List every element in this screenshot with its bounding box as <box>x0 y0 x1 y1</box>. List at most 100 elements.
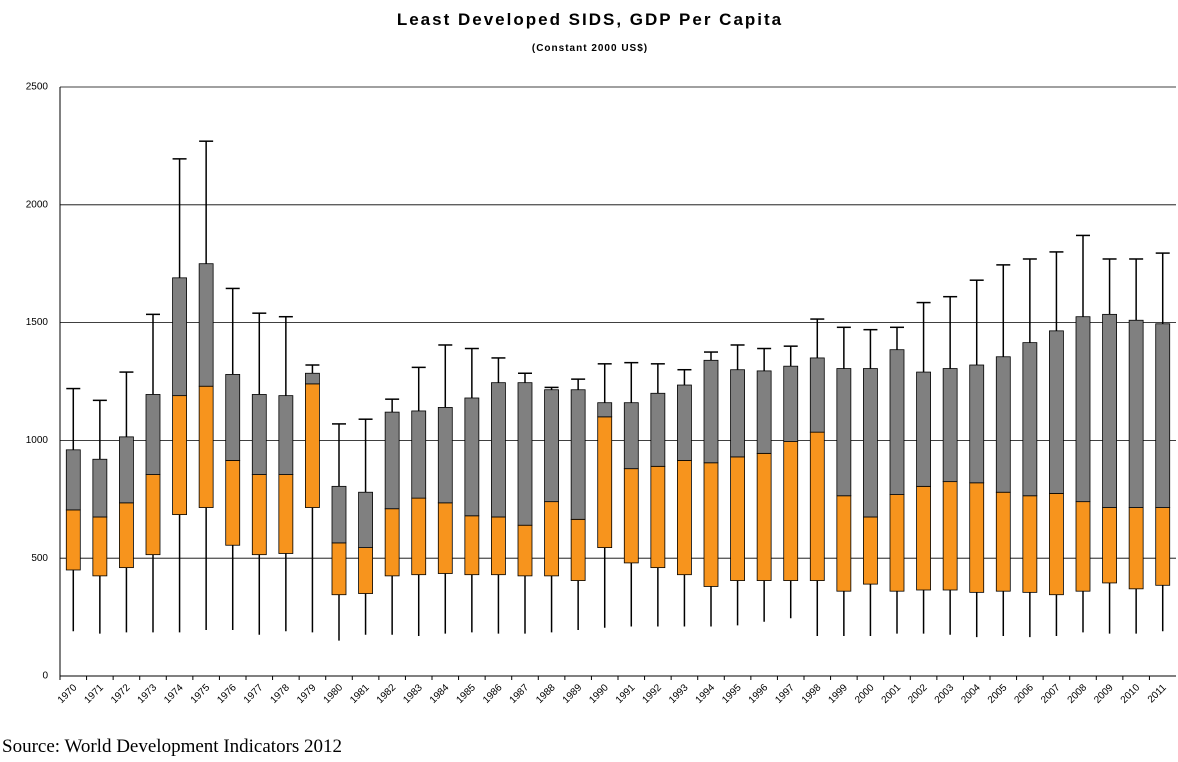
x-tick-label: 1983 <box>401 682 425 706</box>
x-tick-label: 1998 <box>800 682 824 706</box>
x-tick-label: 1973 <box>136 682 160 706</box>
x-tick-label: 1974 <box>162 682 186 706</box>
x-tick-label: 1981 <box>348 682 372 706</box>
x-tick-label: 1996 <box>747 682 771 706</box>
box-lower <box>145 474 161 556</box>
x-tick-label: 1999 <box>826 682 850 706</box>
box-upper <box>1102 313 1117 508</box>
box-lower <box>1022 495 1038 593</box>
y-tick-label: 1500 <box>26 317 49 328</box>
box-lower <box>995 491 1011 592</box>
box-lower <box>225 460 241 546</box>
x-tick-label: 1972 <box>109 682 133 706</box>
x-tick-label: 1986 <box>481 682 505 706</box>
box-upper <box>1155 323 1171 508</box>
box-lower <box>411 497 427 576</box>
x-tick-label: 1997 <box>773 682 797 706</box>
x-tick-label: 1978 <box>268 682 292 706</box>
box-upper <box>411 410 427 499</box>
box-upper <box>783 365 799 442</box>
chart-title: Least Developed SIDS, GDP Per Capita <box>397 10 783 29</box>
box-upper <box>65 449 81 511</box>
box-upper <box>677 384 692 461</box>
box-lower <box>92 516 108 577</box>
box-upper <box>597 402 613 418</box>
x-tick-label: 2006 <box>1012 682 1036 706</box>
box-lower <box>278 474 294 554</box>
x-tick-label: 2003 <box>933 682 957 706</box>
box-upper <box>251 394 267 475</box>
box-upper <box>623 402 639 470</box>
box-upper <box>916 371 931 487</box>
x-tick-label: 1984 <box>428 682 452 706</box>
x-tick-label: 1991 <box>614 682 638 706</box>
box-upper <box>863 368 878 518</box>
box-lower <box>198 385 214 508</box>
box-upper <box>437 407 453 504</box>
box-lower <box>172 395 187 516</box>
box-lower <box>916 485 931 591</box>
box-lower <box>836 495 852 592</box>
box-upper <box>225 374 241 461</box>
box-lower <box>305 383 320 508</box>
box-lower <box>570 518 586 581</box>
x-tick-label: 1977 <box>242 682 266 706</box>
x-tick-label: 1989 <box>561 682 585 706</box>
box-upper <box>730 369 745 458</box>
box-lower <box>1155 507 1171 586</box>
box-lower <box>544 501 559 577</box>
box-upper <box>650 392 666 467</box>
box-upper <box>1075 316 1091 503</box>
box-lower <box>491 516 506 576</box>
box-lower <box>119 502 134 569</box>
box-lower <box>677 460 692 576</box>
x-tick-label: 1985 <box>454 682 478 706</box>
box-upper <box>331 485 347 544</box>
chart-subtitle: (Constant 2000 US$) <box>532 43 648 54</box>
box-lower <box>703 462 719 587</box>
x-tick-label: 2005 <box>986 682 1010 706</box>
box-lower <box>437 502 453 574</box>
box-upper <box>119 436 134 504</box>
x-tick-label: 1976 <box>215 682 239 706</box>
y-tick-label: 2000 <box>26 199 49 210</box>
box-upper <box>358 491 373 548</box>
box-lower <box>942 481 958 591</box>
box-upper <box>278 395 294 475</box>
box-upper <box>198 263 214 387</box>
box-lower <box>783 441 799 581</box>
x-tick-label: 1971 <box>82 682 106 706</box>
box-upper <box>305 372 320 385</box>
box-lower <box>1049 493 1064 596</box>
box-upper <box>942 368 958 483</box>
box-upper <box>809 357 825 433</box>
x-tick-label: 1979 <box>295 682 319 706</box>
box-lower <box>517 524 533 577</box>
box-lower <box>331 542 347 596</box>
box-lower <box>756 452 772 581</box>
x-tick-label: 1975 <box>189 682 213 706</box>
x-tick-label: 1995 <box>720 682 744 706</box>
box-upper <box>145 394 161 475</box>
y-tick-label: 1000 <box>26 435 49 446</box>
x-tick-label: 1993 <box>667 682 691 706</box>
x-tick-label: 1992 <box>640 682 664 706</box>
x-tick-label: 2009 <box>1092 682 1116 706</box>
box-upper <box>384 411 400 510</box>
box-lower <box>464 515 480 576</box>
box-lower <box>1075 501 1091 592</box>
box-upper <box>92 458 108 518</box>
box-upper <box>1049 330 1064 494</box>
box-upper <box>1128 319 1144 508</box>
x-tick-label: 2004 <box>959 682 983 706</box>
x-tick-label: 1987 <box>508 682 532 706</box>
x-tick-label: 2007 <box>1039 682 1063 706</box>
box-lower <box>730 456 745 581</box>
box-lower <box>597 416 613 548</box>
x-tick-label: 2001 <box>880 682 904 706</box>
box-upper <box>995 356 1011 493</box>
box-upper <box>570 389 586 520</box>
box-upper <box>1022 342 1038 497</box>
box-upper <box>517 382 533 526</box>
x-tick-label: 2002 <box>906 682 930 706</box>
